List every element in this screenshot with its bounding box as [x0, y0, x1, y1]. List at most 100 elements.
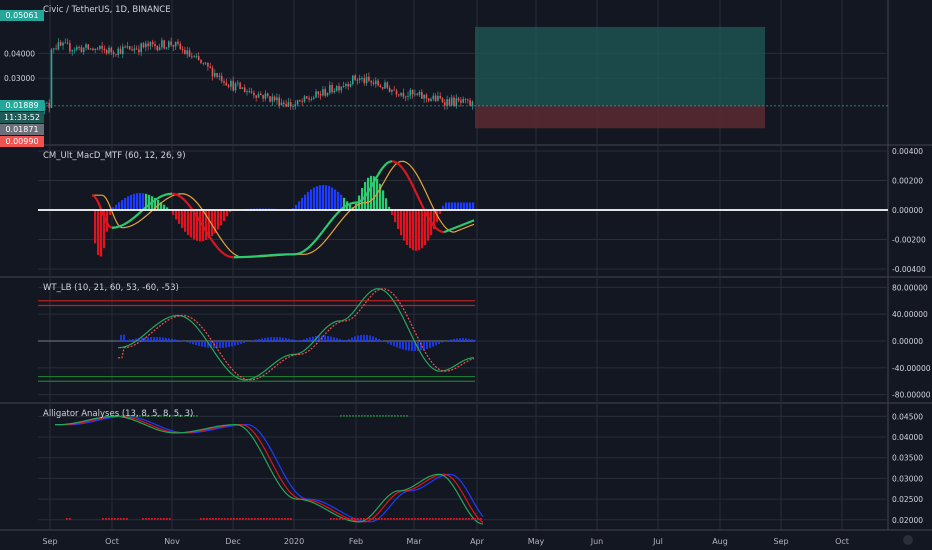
candle-body [147, 43, 149, 47]
wt-histogram-bar [360, 334, 362, 342]
alligator-signal-dot [372, 518, 374, 520]
candle-body [220, 75, 223, 82]
macd-line-segment [373, 177, 377, 183]
alligator-signal-dot [154, 415, 156, 417]
macd-histogram-bar [112, 207, 115, 210]
alligator-signal-dot [172, 415, 174, 417]
y-tick-label: 0.00200 [892, 176, 923, 185]
candle-body [365, 76, 368, 84]
candle-body [200, 59, 202, 63]
alligator-signal-dot [142, 518, 144, 520]
candle-body [347, 83, 349, 87]
alligator-signal-dot [263, 518, 265, 520]
macd-line-segment [467, 220, 471, 224]
candle-body [223, 81, 225, 83]
macd-line-segment [341, 206, 345, 210]
alligator-signal-dot [166, 415, 168, 417]
alligator-signal-dot [184, 415, 186, 417]
wt-histogram-bar [219, 341, 221, 349]
macd-line-segment [93, 195, 97, 200]
wt-histogram-bar [222, 341, 224, 348]
candle-body [135, 48, 138, 50]
macd-histogram-bar [313, 187, 316, 210]
macd-line-segment [133, 215, 137, 219]
macd-line-segment [129, 218, 133, 222]
macd-line-segment [179, 195, 183, 199]
alligator-signal-dot [163, 415, 165, 417]
alligator-signal-dot [206, 518, 208, 520]
wt-histogram-bar [135, 338, 137, 342]
alligator-signal-dot [145, 415, 147, 417]
macd-line-segment [461, 223, 465, 227]
candle-body [202, 62, 205, 64]
macd-histogram-bar [148, 194, 151, 210]
candle-body [269, 96, 271, 102]
wt-histogram-bar [273, 337, 275, 342]
wt-histogram-bar [141, 337, 143, 342]
alligator-signal-dot [348, 518, 350, 520]
macd-line-segment [379, 168, 383, 173]
candle-body [234, 83, 237, 91]
reference-price-tag: 0.01871 [0, 124, 44, 135]
alligator-signal-dot [384, 518, 386, 520]
alligator-signal-dot [354, 518, 356, 520]
alligator-signal-dot [151, 415, 153, 417]
candle-body [464, 98, 467, 100]
macd-line-segment [417, 196, 421, 202]
macd-indicator-title[interactable]: CM_Ult_MacD_MTF (60, 12, 26, 9) [43, 151, 186, 161]
macd-histogram-bar [337, 191, 340, 210]
candle-body [241, 87, 244, 90]
candle-body [126, 46, 129, 48]
macd-line-segment [449, 227, 453, 231]
candle-body [110, 47, 113, 53]
macd-histogram-bar [106, 210, 109, 232]
candle-body [105, 50, 108, 54]
wt-histogram-bar [357, 335, 359, 342]
wt-indicator-title[interactable]: WT_LB (10, 21, 60, 53, -60, -53) [43, 283, 179, 293]
candle-body [260, 93, 262, 96]
stop-price-tag: 0.00990 [0, 136, 44, 147]
macd-line-segment [155, 197, 159, 201]
macd-line-segment [321, 229, 325, 234]
macd-histogram-bar [403, 210, 406, 241]
alligator-signal-dot [127, 415, 129, 417]
candle-body [188, 50, 191, 57]
macd-histogram-bar [328, 186, 331, 210]
alligator-indicator-title[interactable]: Alligator Analyses (13, 8, 5, 8, 5, 3) [43, 409, 194, 419]
alligator-signal-dot [364, 415, 366, 417]
wt-histogram-bar [387, 341, 389, 344]
candle-body [195, 56, 198, 57]
alligator-signal-dot [346, 415, 348, 417]
alligator-signal-dot [426, 518, 428, 520]
macd-line-segment [453, 226, 457, 230]
candle-body [48, 102, 50, 108]
alligator-signal-dot [456, 518, 458, 520]
macd-line-segment [393, 160, 397, 164]
wt-histogram-bar [339, 339, 341, 342]
candle-body [345, 83, 347, 87]
macd-histogram-bar [124, 197, 127, 210]
candle-body [377, 80, 379, 86]
macd-histogram-bar [442, 205, 445, 210]
candle-body [122, 46, 124, 54]
candle-body [87, 44, 90, 50]
wt-histogram-bar [279, 337, 281, 342]
candle-body [462, 98, 464, 103]
macd-histogram-bar [406, 210, 409, 245]
alligator-signal-dot [120, 518, 122, 520]
alligator-signal-dot [126, 518, 128, 520]
candle-body [253, 92, 255, 96]
alligator-signal-dot [227, 518, 229, 520]
macd-line-segment [102, 216, 108, 222]
macd-histogram-bar [100, 210, 103, 257]
macd-histogram-bar [427, 210, 430, 241]
candle-body [384, 82, 386, 89]
candle-body [186, 50, 188, 55]
alligator-signal-dot [423, 518, 425, 520]
candle-body [82, 47, 85, 53]
candle-body [46, 102, 48, 104]
macd-histogram-bar [205, 210, 208, 241]
candle-body [356, 79, 359, 81]
alligator-signal-dot [166, 518, 168, 520]
